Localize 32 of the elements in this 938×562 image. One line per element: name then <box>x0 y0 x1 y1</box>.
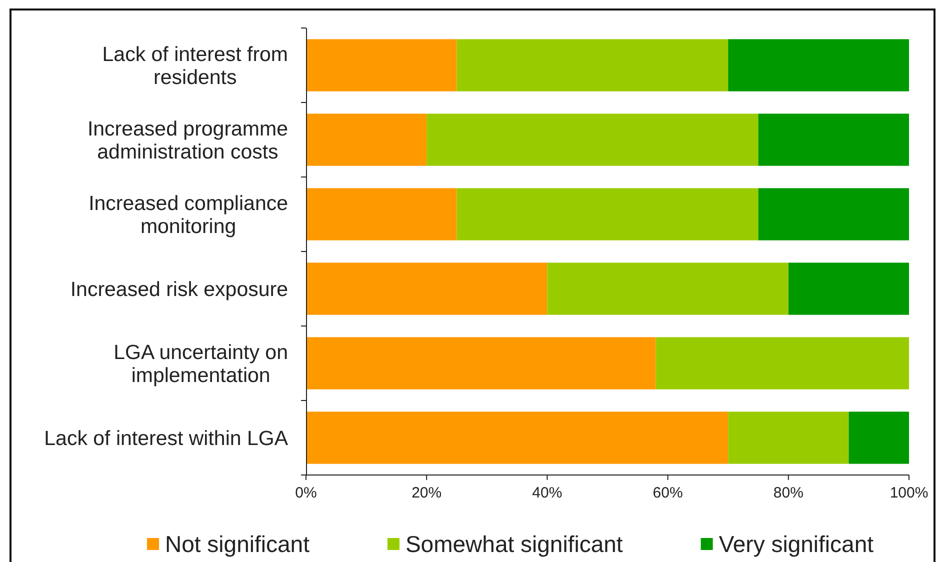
bar <box>728 412 849 464</box>
y-tick-label: LGA uncertainty on implementation <box>114 340 288 387</box>
y-tick-label: Lack of interest from residents <box>102 42 288 89</box>
x-tick-label: 40% <box>532 484 562 502</box>
bar <box>758 114 909 166</box>
legend-label: Somewhat significant <box>405 531 624 558</box>
legend-label: Not significant <box>165 531 310 558</box>
y-tick-label: Increased compliance monitoring <box>88 192 288 238</box>
y-tick-label: Lack of interest within LGA <box>44 426 288 450</box>
legend-label: Very significant <box>718 531 874 558</box>
bar <box>306 114 427 166</box>
bar <box>456 39 728 92</box>
bar <box>547 262 788 315</box>
bar <box>306 39 457 92</box>
x-tick-label: 100% <box>890 484 928 502</box>
bar <box>656 337 909 390</box>
y-tick-label: Increased programme administration costs <box>87 117 288 164</box>
bar <box>788 262 909 315</box>
bar <box>456 188 758 240</box>
bar <box>848 412 909 464</box>
bar <box>306 337 656 390</box>
bar <box>306 262 548 315</box>
bar <box>758 188 909 240</box>
x-tick-label: 0% <box>295 484 317 502</box>
bar <box>426 114 758 166</box>
x-tick-label: 80% <box>773 484 804 502</box>
bar <box>728 39 909 92</box>
bar <box>306 412 728 464</box>
bar <box>306 188 457 240</box>
x-tick-label: 60% <box>652 484 683 502</box>
y-tick-label: Increased risk exposure <box>70 278 288 301</box>
x-tick-label: 20% <box>412 484 442 502</box>
